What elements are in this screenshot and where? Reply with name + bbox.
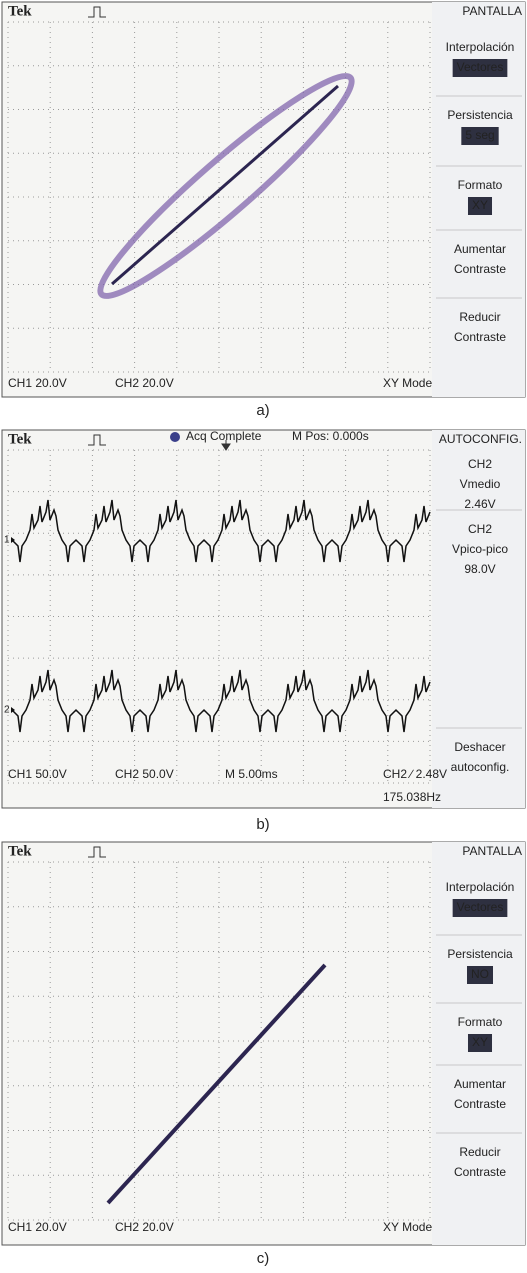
footer-text: M 5.00ms [225,767,278,781]
brand: Tek [8,431,32,447]
menu-value: Vectores [457,900,504,914]
footer-text: CH2 20.0V [115,1220,174,1234]
channel-marker: 1 [4,535,10,546]
menu-label: 2.46V [464,497,495,511]
trigger-icon [88,846,106,858]
xy-trace [106,963,327,1205]
channel-arrow [11,537,15,543]
menu-label: Vmedio [460,477,501,491]
menu-title: PANTALLA [462,844,522,858]
footer-text: CH1 50.0V [8,767,67,781]
menu-label: Reducir [459,1145,500,1159]
footer-text: CH2 ∕ 2.48V [383,767,447,781]
footer-text: CH1 20.0V [8,1220,67,1234]
menu-title: PANTALLA [462,4,522,18]
menu-label: Interpolación [446,40,515,54]
menu-label: Contraste [454,1097,506,1111]
menu-label: Vpico-pico [452,542,508,556]
caption: b) [256,816,269,833]
menu-value: Vectores [457,60,504,74]
menu-label: CH2 [468,522,492,536]
status: M Pos: 0.000s [292,429,369,443]
menu-value-box [467,197,493,215]
footer-text: 175.038Hz [383,790,441,804]
waveform [11,669,431,733]
menu-value-box [467,1034,493,1052]
trigger-icon [88,434,106,446]
menu-label: Aumentar [454,1077,506,1091]
menu-label: Deshacer [454,740,505,754]
menu-label: Interpolación [446,880,515,894]
footer-text: XY Mode [383,1220,432,1234]
menu-label: Contraste [454,330,506,344]
menu-label: CH2 [468,457,492,471]
menu-label: autoconfig. [451,760,510,774]
status: Acq Complete [186,429,262,443]
menu-label: Reducir [459,310,500,324]
channel-marker: 2 [4,705,10,716]
caption: a) [256,402,269,419]
footer-text: CH2 20.0V [115,376,174,390]
brand: Tek [8,843,32,859]
menu-label: Contraste [454,1165,506,1179]
menu-label: Aumentar [454,242,506,256]
waveform [11,499,431,563]
menu-title: AUTOCONFIG. [439,432,522,446]
menu-value-box [452,59,508,77]
xy-trace [111,84,339,286]
menu-value-box [452,899,508,917]
xy-trace [97,72,355,300]
acq-dot [170,432,180,442]
menu-label: Formato [458,178,503,192]
menu-value: XY [472,198,488,212]
menu-value: NO [471,967,489,981]
menu-value-box [461,127,499,145]
footer-text: CH2 50.0V [115,767,174,781]
menu-label: Contraste [454,262,506,276]
footer-text: XY Mode [383,376,432,390]
menu-label: Persistencia [447,108,513,122]
footer-text: CH1 20.0V [8,376,67,390]
trigger-pos [221,440,231,451]
trigger-icon [88,6,106,18]
channel-arrow [11,707,15,713]
menu-label: Formato [458,1015,503,1029]
menu-value: XY [472,1035,488,1049]
menu-panel [432,430,525,808]
brand: Tek [8,3,32,19]
menu-label: Persistencia [447,947,513,961]
menu-label: 98.0V [464,562,495,576]
menu-value-box [467,966,493,984]
menu-value: 5 seg [465,128,494,142]
caption: c) [257,1250,270,1267]
